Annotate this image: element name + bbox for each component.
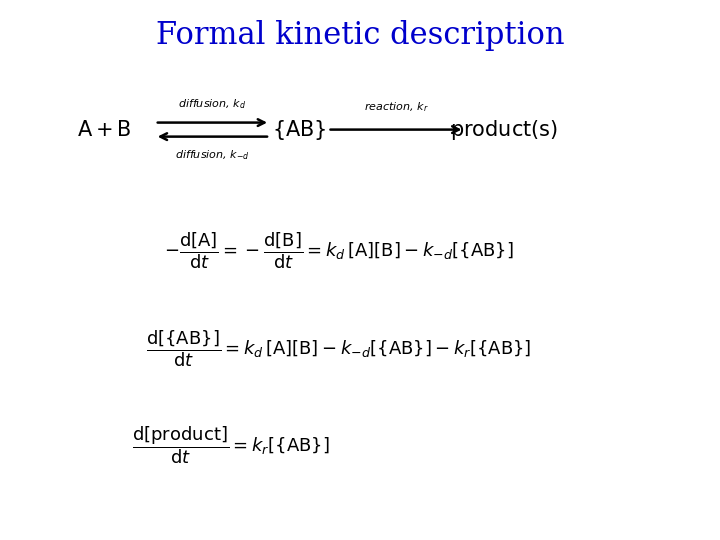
Text: Formal kinetic description: Formal kinetic description <box>156 19 564 51</box>
Text: $\mathrm{A + B}$: $\mathrm{A + B}$ <box>77 119 132 140</box>
Text: $\dfrac{\mathrm{d[product]}}{\mathrm{d}t} = k_r[\{\mathrm{AB}\}]$: $\dfrac{\mathrm{d[product]}}{\mathrm{d}t… <box>132 424 329 467</box>
Text: diffusion, $k_d$: diffusion, $k_d$ <box>179 97 246 111</box>
Text: diffusion, $k_{-d}$: diffusion, $k_{-d}$ <box>175 148 250 163</box>
Text: $\dfrac{\mathrm{d}[\{\mathrm{AB}\}]}{\mathrm{d}t} = k_d\,\mathrm{[A][B]} - k_{-d: $\dfrac{\mathrm{d}[\{\mathrm{AB}\}]}{\ma… <box>145 328 531 369</box>
Text: $\mathrm{product(s)}$: $\mathrm{product(s)}$ <box>450 118 558 141</box>
Text: $\{\mathrm{AB}\}$: $\{\mathrm{AB}\}$ <box>271 118 326 141</box>
Text: reaction, $k_r$: reaction, $k_r$ <box>364 100 428 114</box>
Text: $-\dfrac{\mathrm{d[A]}}{\mathrm{d}t} = -\dfrac{\mathrm{d[B]}}{\mathrm{d}t} = k_d: $-\dfrac{\mathrm{d[A]}}{\mathrm{d}t} = -… <box>163 231 513 272</box>
